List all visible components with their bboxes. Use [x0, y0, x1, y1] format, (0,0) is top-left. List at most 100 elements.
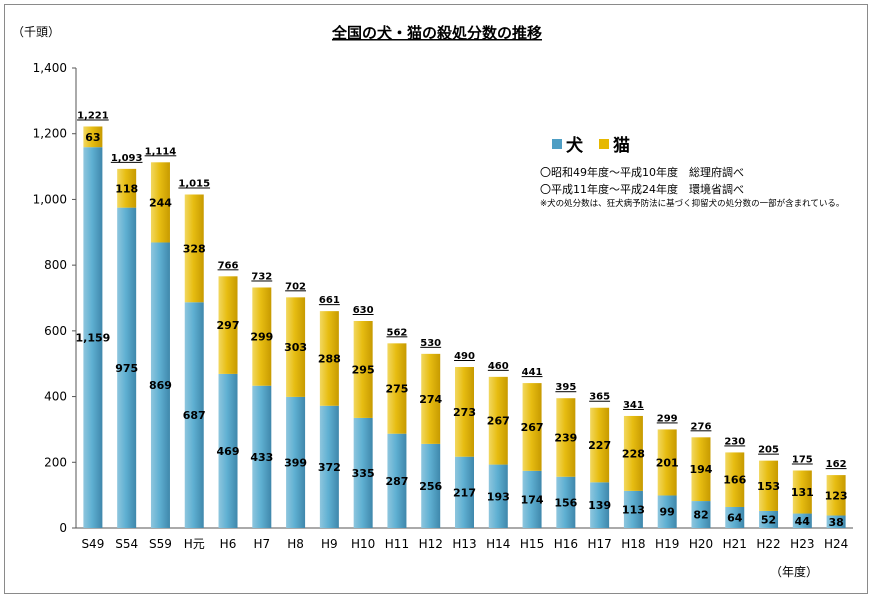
bar-cat: [184, 194, 204, 303]
data-label-dog: 217: [453, 486, 476, 499]
bar-cat: [387, 343, 407, 434]
data-label-total: 702: [285, 281, 306, 292]
data-label-total: 1,221: [77, 110, 109, 121]
bars: 1,159 63 1,221 975 118 1,093 869 244 1,114 687 328…: [75, 110, 847, 528]
y-axis-unit: （千頭）: [12, 25, 60, 39]
data-label-total: 395: [555, 382, 576, 393]
data-label-dog: 1,159: [75, 332, 110, 345]
bar-dog: [184, 302, 204, 528]
data-label-dog: 139: [588, 499, 611, 512]
data-label-total: 365: [589, 392, 610, 403]
data-label-total: 276: [691, 421, 712, 432]
bar-cat: [691, 437, 711, 502]
data-label-cat: 63: [85, 131, 100, 144]
x-tick-label: H20: [689, 537, 713, 551]
x-tick-label: H14: [486, 537, 510, 551]
bar-cat: [83, 126, 103, 148]
legend-label-dog: 犬: [566, 136, 583, 156]
bar-cat: [725, 452, 745, 507]
bar-dog: [387, 433, 407, 528]
data-label-cat: 239: [554, 431, 577, 444]
data-label-cat: 303: [284, 341, 307, 354]
data-label-dog: 44: [795, 515, 811, 528]
data-label-dog: 99: [660, 506, 675, 519]
data-label-dog: 193: [487, 490, 510, 503]
bar-cat: [826, 475, 846, 516]
legend-label-cat: 猫: [613, 136, 630, 156]
data-label-dog: 687: [183, 409, 206, 422]
bar-cat: [252, 287, 272, 386]
bar-dog: [792, 513, 812, 528]
x-axis-unit: （年度）: [770, 564, 818, 579]
bar-cat: [353, 321, 373, 418]
bar-dog: [556, 476, 576, 528]
bar-dog: [455, 456, 474, 528]
bar-dog: [218, 373, 238, 528]
x-tick-label: H12: [419, 537, 443, 551]
bar-cat: [623, 415, 643, 491]
x-tick-label: H元: [184, 537, 205, 551]
data-label-total: 299: [657, 413, 678, 424]
x-tick-labels: S49 S54 S59 H元 H6 H7 H8 H9 H10 H11 H12 H13 H14 H15 H16…: [81, 537, 848, 551]
data-label-total: 766: [218, 260, 239, 271]
bar-dog: [353, 417, 373, 528]
data-label-dog: 433: [250, 451, 273, 464]
data-label-cat: 275: [385, 383, 408, 396]
legend: 犬 猫: [552, 131, 630, 156]
bar-dog: [590, 482, 610, 528]
y-tick-label: 1,200: [33, 127, 67, 141]
bar-dog: [83, 147, 103, 528]
bar-cat: [150, 162, 170, 243]
data-label-dog: 372: [318, 461, 341, 474]
data-label-total: 661: [319, 295, 340, 306]
data-label-total: 341: [623, 400, 644, 411]
data-label-cat: 228: [622, 447, 645, 460]
bar-cat: [522, 383, 542, 471]
x-tick-label: H19: [655, 537, 679, 551]
data-label-dog: 156: [554, 496, 577, 509]
data-label-total: 630: [353, 305, 374, 316]
bar-dog: [759, 510, 779, 528]
data-label-cat: 274: [419, 393, 442, 406]
data-label-cat: 273: [453, 406, 476, 419]
data-label-cat: 295: [352, 363, 375, 376]
bar-cat: [657, 429, 677, 496]
data-label-total: 562: [386, 327, 407, 338]
bar-dog: [725, 506, 745, 528]
data-label-total: 230: [724, 436, 745, 447]
data-label-total: 530: [420, 338, 441, 349]
bar-cat: [590, 407, 610, 483]
data-label-total: 1,015: [178, 179, 210, 190]
data-label-cat: 267: [521, 421, 544, 434]
y-ticks: 0 200 400 600 800 1,000 1,200 1,400: [33, 61, 76, 535]
data-label-cat: 194: [689, 463, 712, 476]
bar-dog: [522, 470, 542, 528]
data-label-dog: 975: [115, 362, 138, 375]
data-label-dog: 287: [385, 475, 408, 488]
x-tick-label: H24: [824, 537, 848, 551]
x-tick-label: H7: [253, 537, 270, 551]
data-label-dog: 38: [828, 516, 843, 529]
note-source-2: 〇平成11年度～平成24年度 環境省調べ: [540, 183, 744, 196]
y-tick-label: 200: [44, 455, 67, 469]
y-tick-label: 600: [44, 324, 67, 338]
data-label-total: 441: [522, 367, 543, 378]
data-label-dog: 469: [217, 445, 240, 458]
bar-cat: [117, 168, 137, 208]
data-label-cat: 328: [183, 242, 206, 255]
y-tick-label: 0: [59, 521, 67, 535]
data-label-cat: 131: [791, 486, 814, 499]
bar-dog: [150, 242, 170, 528]
data-label-cat: 153: [757, 480, 780, 493]
x-tick-label: H17: [587, 537, 611, 551]
data-label-dog: 174: [521, 493, 544, 506]
data-label-total: 205: [758, 445, 779, 456]
data-label-dog: 869: [149, 379, 172, 392]
x-tick-label: H11: [385, 537, 409, 551]
x-tick-label: H6: [220, 537, 237, 551]
note-dog-disclaimer: ※犬の処分数は、狂犬病予防法に基づく抑留犬の処分数の一部が含まれている。: [540, 199, 845, 209]
data-label-cat: 201: [656, 456, 679, 469]
bar-cat: [759, 460, 779, 511]
data-label-dog: 113: [622, 503, 645, 516]
x-tick-label: S49: [81, 537, 104, 551]
